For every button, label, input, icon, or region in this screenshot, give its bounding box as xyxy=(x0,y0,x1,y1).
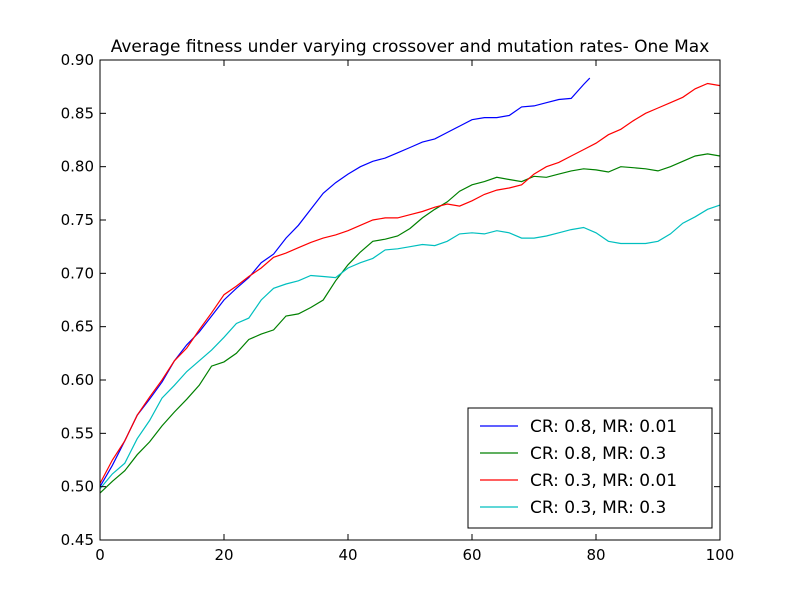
legend: CR: 0.8, MR: 0.01 CR: 0.8, MR: 0.3 CR: 0.3… xyxy=(467,407,713,529)
series-layer xyxy=(99,77,721,494)
legend-label-2: CR: 0.8, MR: 0.3 xyxy=(530,444,666,464)
legend-label-3: CR: 0.3, MR: 0.01 xyxy=(530,471,677,491)
plot-frame xyxy=(99,59,721,541)
y-tick-label: 0.50 xyxy=(61,478,94,496)
y-tick-label: 0.75 xyxy=(61,211,94,229)
ticks-layer: 0 20 40 60 80 100 0.45 0.50 0.55 0.60 0.65 0.70 0.75… xyxy=(61,51,735,564)
series-line-3 xyxy=(99,82,721,484)
y-tick-label: 0.65 xyxy=(61,318,94,336)
x-tick-label: 20 xyxy=(214,546,233,564)
y-tick-label: 0.60 xyxy=(61,371,94,389)
series-line-1 xyxy=(99,77,591,488)
x-tick-label: 40 xyxy=(338,546,357,564)
legend-box xyxy=(467,407,713,529)
series-line-2 xyxy=(99,153,721,494)
chart-title: Average fitness under varying crossover … xyxy=(111,37,710,57)
x-tick-label: 60 xyxy=(462,546,481,564)
y-tick-label: 0.85 xyxy=(61,104,94,122)
y-tick-label: 0.55 xyxy=(61,424,94,442)
legend-label-4: CR: 0.3, MR: 0.3 xyxy=(530,498,666,518)
series-line-4 xyxy=(99,204,721,490)
x-tick-label: 100 xyxy=(706,546,735,564)
y-tick-label: 0.45 xyxy=(61,531,94,549)
x-tick-label: 80 xyxy=(586,546,605,564)
legend-label-1: CR: 0.8, MR: 0.01 xyxy=(530,417,677,437)
y-tick-label: 0.80 xyxy=(61,158,94,176)
x-tick-label: 0 xyxy=(95,546,105,564)
y-tick-label: 0.90 xyxy=(61,51,94,69)
y-tick-label: 0.70 xyxy=(61,264,94,282)
